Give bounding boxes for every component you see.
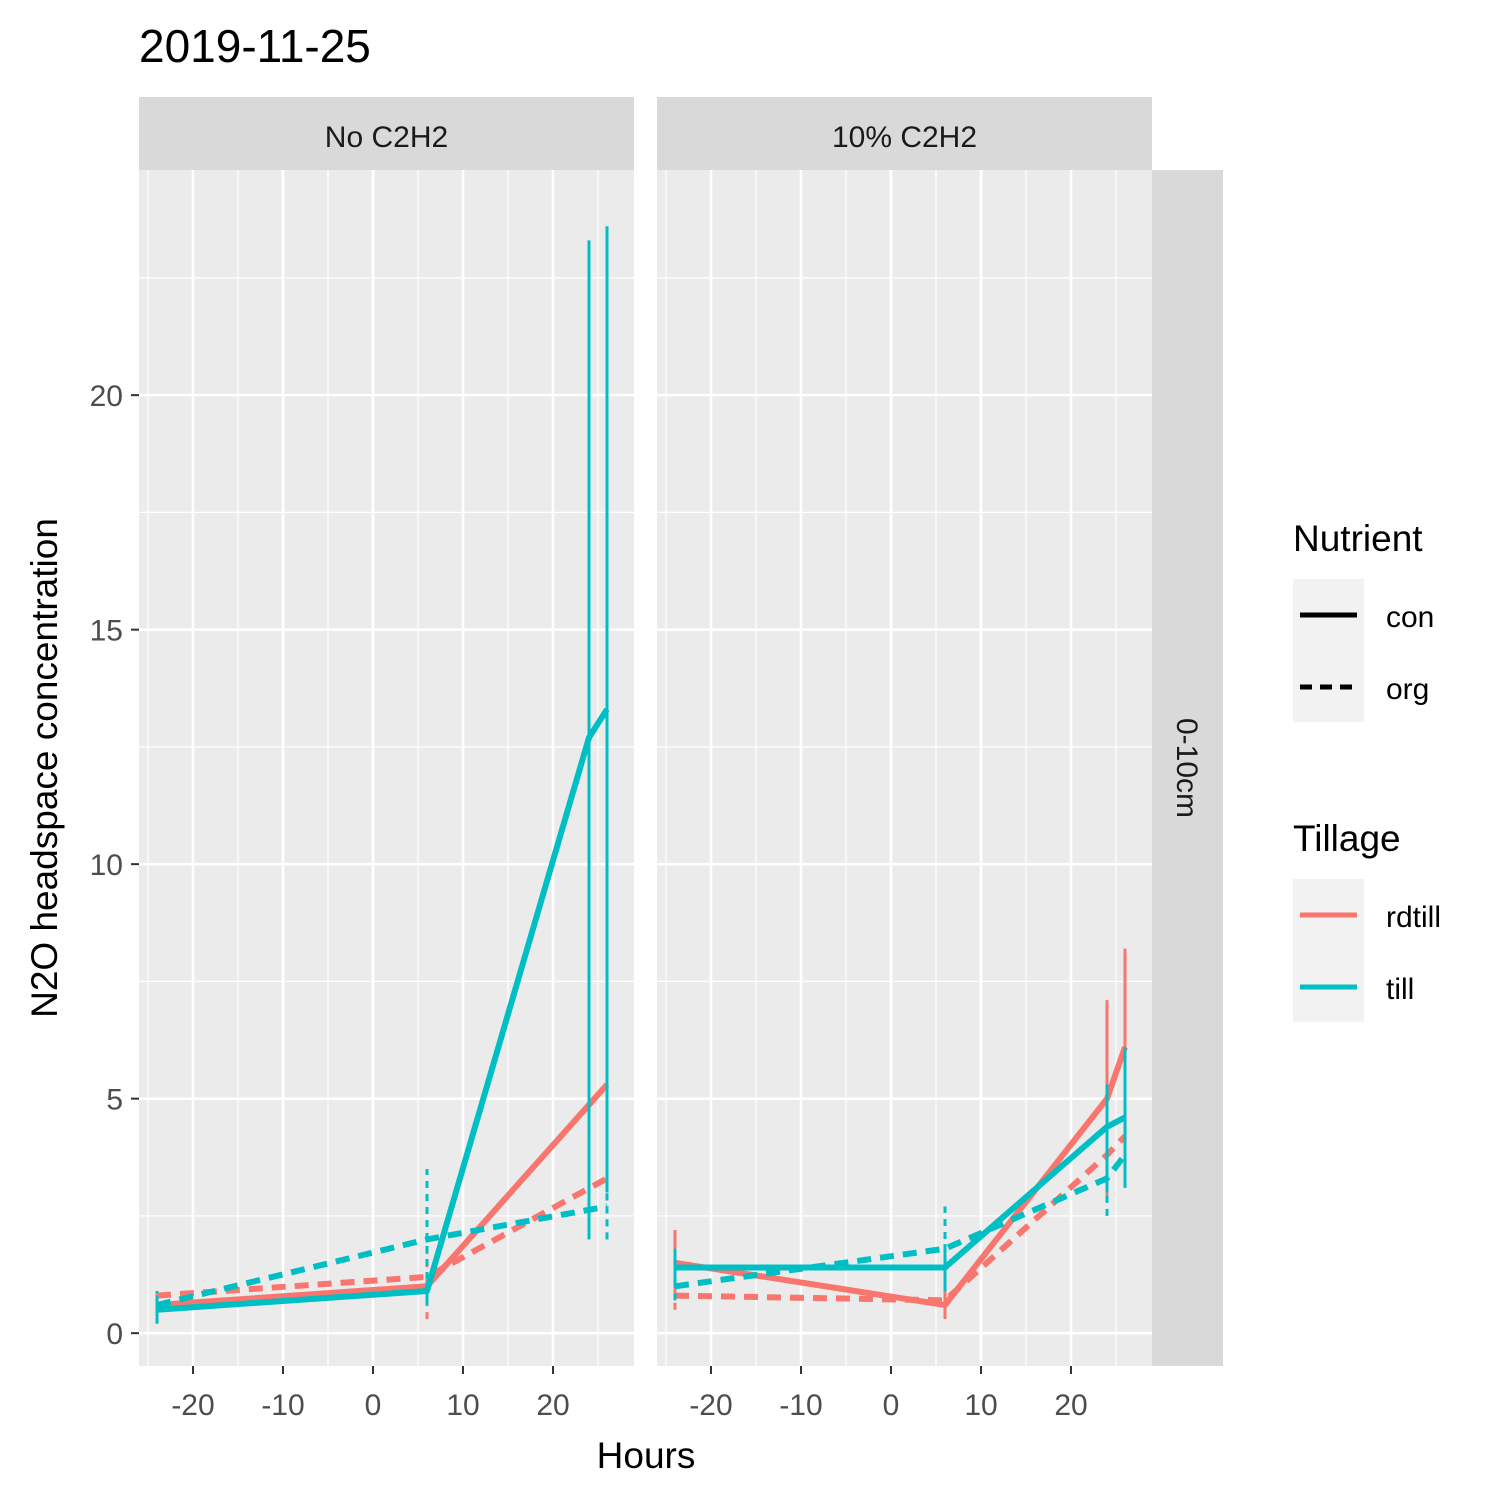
series-till-con bbox=[155, 226, 610, 1324]
series-line bbox=[156, 1203, 608, 1308]
x-tick-label: 20 bbox=[536, 1389, 569, 1422]
legend-tillage: Tillage rdtill till bbox=[1293, 818, 1441, 1022]
series-line bbox=[156, 707, 610, 1313]
x-tick-label: 20 bbox=[1054, 1389, 1087, 1422]
panel-strip bbox=[139, 97, 634, 170]
legend-nutrient: Nutrient con org bbox=[1293, 518, 1434, 722]
row-strip bbox=[1152, 170, 1223, 1366]
y-tick-label: 5 bbox=[106, 1084, 123, 1117]
y-tick-label: 10 bbox=[90, 849, 123, 882]
legend-nutrient-title: Nutrient bbox=[1293, 518, 1423, 559]
series-line bbox=[675, 1114, 1127, 1271]
panel-no-c2h2: No C2H2 -20 -10 0 10 20 0 5 10 15 20 bbox=[90, 97, 634, 1422]
x-tick-label: 0 bbox=[883, 1389, 900, 1422]
x-axis-title: Hours bbox=[597, 1435, 696, 1476]
row-strip-label: 0-10cm bbox=[1170, 718, 1203, 818]
y-axis-title: N2O headspace concentration bbox=[24, 518, 65, 1018]
x-tick-label: -20 bbox=[689, 1389, 732, 1422]
legend-label-rdtill: rdtill bbox=[1386, 901, 1441, 934]
panel-strip bbox=[657, 97, 1152, 170]
panels: No C2H2 -20 -10 0 10 20 0 5 10 15 20 10% C2H2 -20 -10… bbox=[90, 97, 1152, 1422]
panel-background bbox=[139, 170, 634, 1366]
chart-title: 2019-11-25 bbox=[139, 20, 371, 72]
x-tick-label: 0 bbox=[365, 1389, 382, 1422]
panel-background bbox=[657, 170, 1152, 1366]
x-tick-label: -20 bbox=[171, 1389, 214, 1422]
y-tick-label: 0 bbox=[106, 1318, 123, 1351]
panel-strip-label: No C2H2 bbox=[325, 121, 448, 154]
legend-label-org: org bbox=[1386, 673, 1429, 706]
y-tick-label: 15 bbox=[90, 615, 123, 648]
series-line bbox=[674, 1046, 1128, 1308]
legend-key-background bbox=[1293, 579, 1364, 722]
series-till-org bbox=[155, 1169, 609, 1320]
legend-tillage-title: Tillage bbox=[1293, 818, 1401, 859]
legend-label-till: till bbox=[1386, 973, 1414, 1006]
series-line bbox=[674, 1134, 1128, 1304]
series-line bbox=[674, 1153, 1128, 1290]
series-till-org bbox=[673, 1103, 1128, 1301]
legend-label-con: con bbox=[1386, 601, 1434, 634]
panel-10pct-c2h2: 10% C2H2 -20 -10 0 10 20 bbox=[657, 97, 1152, 1422]
panel-strip-label: 10% C2H2 bbox=[832, 121, 977, 154]
x-tick-label: 10 bbox=[964, 1389, 997, 1422]
legend-key-background bbox=[1293, 879, 1364, 1022]
x-tick-label: -10 bbox=[261, 1389, 304, 1422]
x-tick-label: 10 bbox=[446, 1389, 479, 1422]
y-tick-label: 20 bbox=[90, 380, 123, 413]
x-tick-label: -10 bbox=[779, 1389, 822, 1422]
